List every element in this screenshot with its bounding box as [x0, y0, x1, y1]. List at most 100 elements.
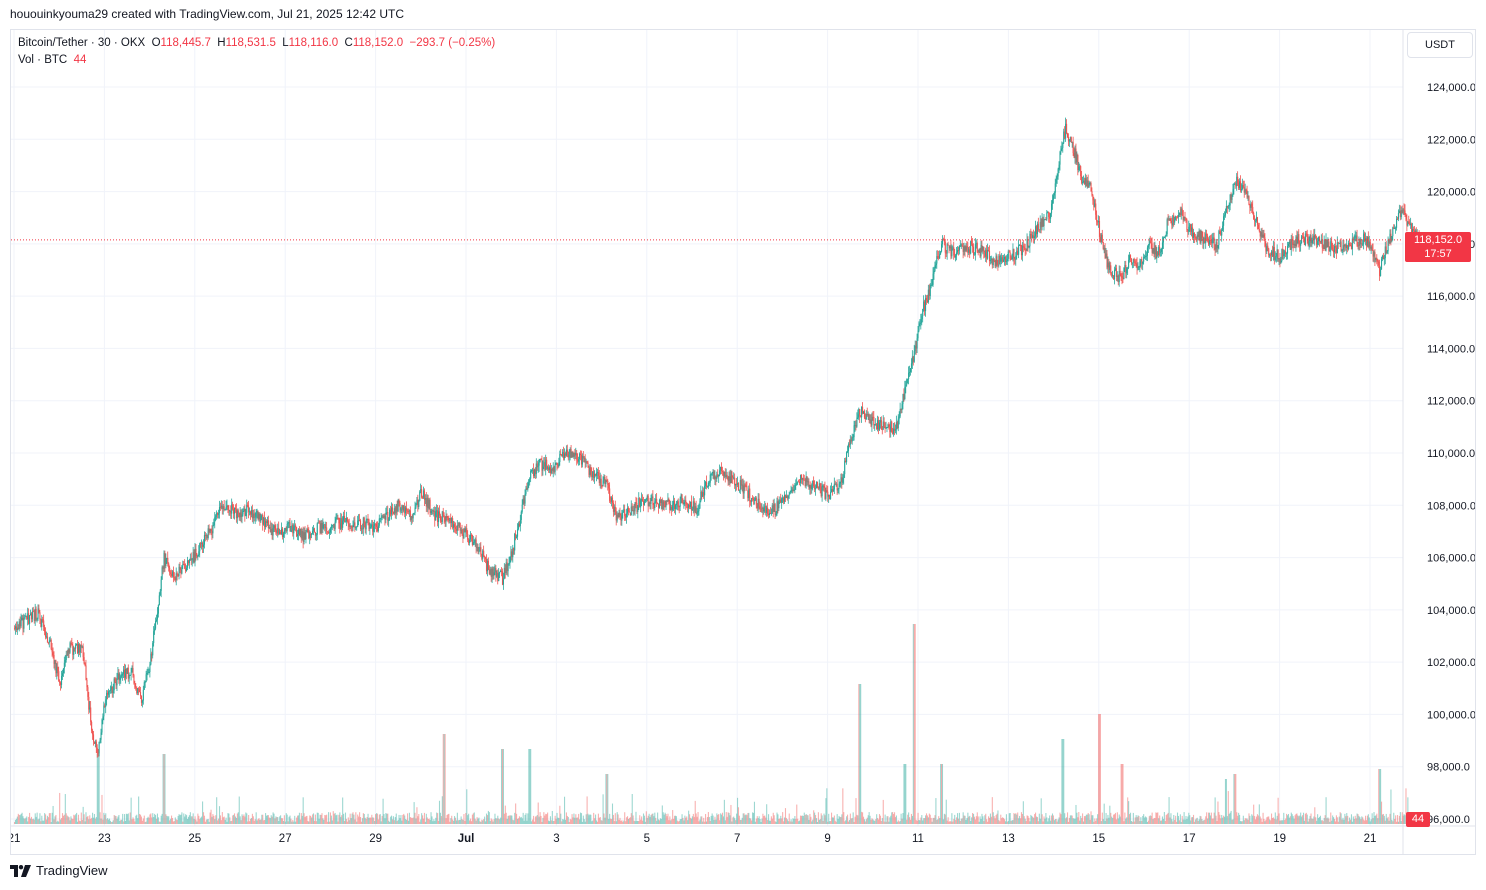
- candle-body: [878, 422, 881, 430]
- volume-bar: [876, 814, 878, 824]
- volume-bar: [378, 814, 380, 824]
- volume-bar: [1302, 815, 1304, 824]
- candle-body: [865, 413, 867, 420]
- volume-bar: [521, 818, 523, 824]
- volume-bar: [1285, 818, 1287, 824]
- volume-bar: [25, 817, 27, 824]
- candle-body: [1250, 203, 1252, 208]
- volume-bar: [366, 817, 368, 824]
- volume-bar: [1160, 820, 1163, 824]
- volume-bar: [63, 814, 65, 824]
- volume-label[interactable]: Vol · BTC: [18, 54, 68, 66]
- volume-bar: [865, 819, 867, 824]
- volume-bar: [278, 820, 280, 824]
- volume-bar: [175, 819, 177, 824]
- candle-body: [53, 654, 55, 665]
- candle-body: [1407, 221, 1409, 226]
- candle-body: [735, 483, 737, 486]
- candle-body: [286, 524, 288, 532]
- volume-bar: [776, 812, 778, 824]
- candle-body: [1201, 230, 1203, 238]
- candle-body: [978, 248, 980, 252]
- volume-bar: [1232, 819, 1234, 824]
- volume-bar: [998, 820, 1000, 824]
- volume-bar: [848, 819, 850, 824]
- volume-bar: [622, 821, 624, 824]
- candle-body: [1018, 245, 1020, 255]
- volume-bar: [373, 817, 375, 824]
- candle-body: [482, 550, 484, 559]
- candle-body: [457, 525, 459, 527]
- candle-body: [996, 256, 998, 265]
- candle-body: [1380, 258, 1383, 270]
- candle-body: [1170, 220, 1172, 224]
- volume-bar: [223, 816, 225, 824]
- volume-bar: [1301, 816, 1303, 824]
- volume-bar: [155, 815, 157, 824]
- candle-body: [608, 484, 610, 489]
- candle-body: [1384, 246, 1386, 259]
- candle-body: [976, 243, 978, 252]
- candle-body: [153, 631, 155, 644]
- volume-bar: [760, 821, 762, 824]
- volume-bar: [1106, 818, 1108, 824]
- candle-body: [669, 503, 671, 511]
- volume-bar: [218, 806, 221, 824]
- candle-body: [306, 528, 308, 533]
- candle-body: [1116, 275, 1118, 277]
- volume-bar: [1082, 813, 1084, 824]
- candle-body: [1351, 238, 1353, 250]
- currency-button[interactable]: USDT: [1407, 32, 1473, 58]
- candle-body: [1049, 216, 1051, 219]
- volume-bar: [76, 821, 79, 824]
- candle-body: [1344, 244, 1346, 247]
- candle-body: [1237, 176, 1239, 184]
- volume-bar: [872, 819, 874, 824]
- symbol-label[interactable]: Bitcoin/Tether · 30 · OKX: [18, 37, 146, 49]
- volume-bar: [961, 818, 963, 824]
- volume-bar: [717, 814, 719, 824]
- volume-bar: [441, 796, 443, 824]
- volume-bar: [88, 819, 90, 824]
- candle-body: [243, 508, 245, 512]
- volume-bar: [975, 816, 977, 824]
- chart-frame[interactable]: 124,000.0122,000.0120,000.0118,000.0116,…: [10, 29, 1476, 855]
- volume-bar: [1281, 820, 1283, 824]
- candle-body: [73, 648, 75, 655]
- volume-bar: [176, 819, 178, 824]
- volume-bar: [362, 813, 364, 824]
- volume-bar: [247, 821, 249, 824]
- candle-body: [831, 489, 834, 492]
- volume-bar: [316, 812, 318, 824]
- candle-body: [841, 477, 843, 483]
- candle-body: [737, 482, 740, 491]
- volume-bar: [454, 817, 457, 824]
- volume-bar: [370, 817, 372, 824]
- footer-brand[interactable]: TradingView: [10, 863, 108, 878]
- candle-body: [881, 429, 883, 431]
- candle-body: [903, 393, 905, 400]
- volume-bar: [469, 818, 472, 824]
- price-chart[interactable]: 124,000.0122,000.0120,000.0118,000.0116,…: [11, 30, 1475, 854]
- volume-bar: [217, 820, 219, 824]
- candle-body: [487, 560, 489, 570]
- candle-body: [435, 511, 437, 521]
- candle-body: [546, 459, 548, 469]
- candle-body: [681, 494, 683, 503]
- candle-body: [796, 482, 798, 485]
- candle-body: [396, 504, 398, 512]
- candle-body: [764, 506, 766, 508]
- candle-body: [1291, 239, 1293, 243]
- volume-bar: [608, 818, 610, 824]
- candle-body: [1329, 250, 1331, 252]
- candle-body: [947, 244, 949, 246]
- candle-body: [742, 484, 744, 494]
- volume-bar: [213, 815, 215, 824]
- volume-bar: [245, 812, 247, 824]
- volume-bar: [771, 818, 773, 824]
- volume-bar: [1228, 813, 1230, 824]
- candle-body: [152, 643, 154, 656]
- volume-bar: [632, 815, 634, 824]
- volume-bar: [1198, 819, 1200, 824]
- candle-body: [744, 485, 746, 487]
